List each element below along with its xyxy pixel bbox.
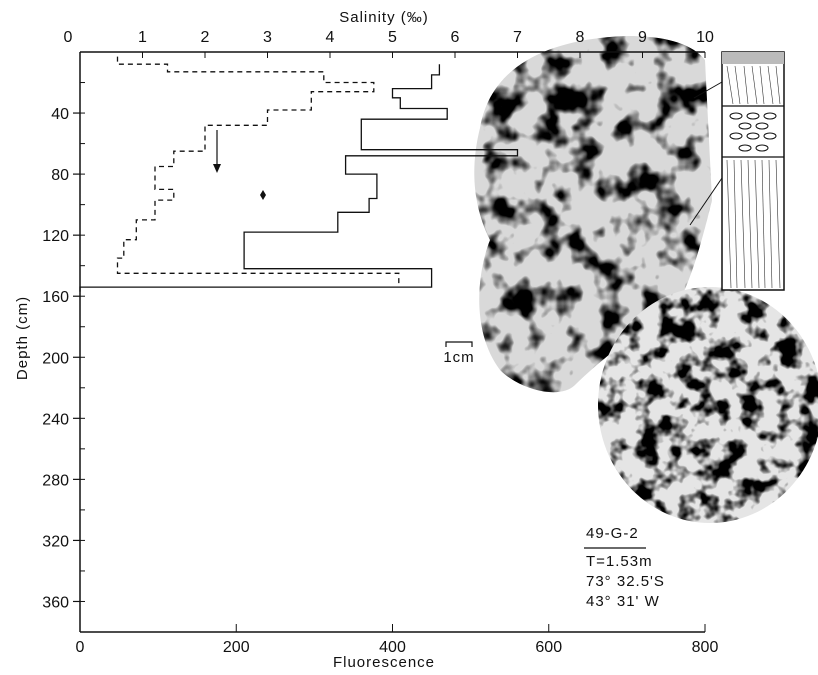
station-info: 49-G-2 T=1.53m 73° 32.5'S 43° 31' W: [584, 525, 665, 610]
depth-tick-label: 80: [51, 167, 69, 184]
fluorescence-tick-label: 600: [535, 639, 562, 656]
lower-photo: [598, 287, 818, 523]
station-thickness: T=1.53m: [586, 553, 653, 570]
salinity-tick-label: 1: [138, 29, 147, 46]
salinity-tick-label: 4: [326, 29, 335, 46]
bottom-axis-title: Fluorescence: [333, 654, 435, 671]
depth-tick-label: 200: [42, 350, 69, 367]
core-schematic: [689, 51, 785, 291]
dot-marker: [260, 190, 266, 200]
axes: 0 1 2 3 4 5 6 7 8 9 10 0 200 400 600 800 40 80 120 160 200…: [42, 29, 718, 656]
depth-tick-label: 360: [42, 594, 69, 611]
top-axis-title: Salinity (‰): [339, 9, 429, 26]
salinity-tick-label: 5: [388, 29, 397, 46]
core-photograph: [474, 36, 818, 523]
series-layer: [79, 56, 519, 292]
salinity-ticks: 0 1 2 3 4 5 6 7 8 9 10: [64, 29, 714, 58]
fluorescence-tick-label: 200: [223, 639, 250, 656]
salinity-tick-label: 0: [64, 29, 73, 46]
station-longitude: 43° 31' W: [586, 593, 660, 610]
salinity-tick-label: 6: [451, 29, 460, 46]
fluorescence-tick-label: 800: [692, 639, 719, 656]
fluorescence-tick-label: 0: [76, 639, 85, 656]
depth-tick-label: 240: [42, 411, 69, 428]
fluorescence-tick-label: 400: [379, 639, 406, 656]
depth-tick-label: 320: [42, 533, 69, 550]
fluorescence-series-line: [79, 64, 519, 292]
salinity-tick-label: 9: [638, 29, 647, 46]
salinity-series-line: [116, 56, 400, 284]
scale-bar-label: 1cm: [443, 349, 474, 366]
scale-bar: 1cm: [443, 341, 474, 366]
y-axis-title: Depth (cm): [14, 296, 31, 380]
depth-ticks: 40 80 120 160 200 240 280 320 360: [42, 82, 85, 633]
depth-tick-label: 280: [42, 472, 69, 489]
fluorescence-ticks: 0 200 400 600 800: [76, 624, 719, 656]
salinity-tick-label: 8: [576, 29, 585, 46]
depth-tick-label: 120: [42, 228, 69, 245]
salinity-tick-label: 7: [513, 29, 522, 46]
salinity-tick-label: 10: [696, 29, 714, 46]
depth-tick-label: 40: [51, 106, 69, 123]
depth-tick-label: 160: [42, 289, 69, 306]
arrow-marker: [213, 130, 221, 173]
station-id: 49-G-2: [586, 525, 639, 542]
salinity-tick-label: 3: [263, 29, 272, 46]
station-latitude: 73° 32.5'S: [586, 573, 665, 590]
salinity-tick-label: 2: [201, 29, 210, 46]
upper-photo: [474, 36, 712, 393]
